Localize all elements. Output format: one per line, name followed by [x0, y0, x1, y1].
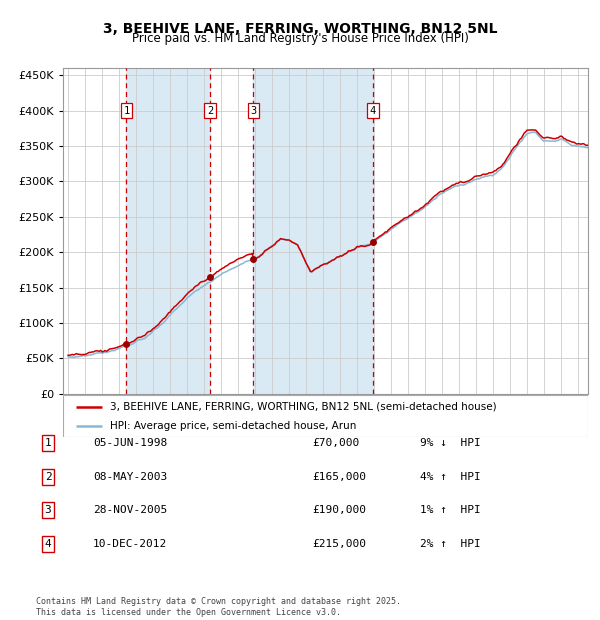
Text: £70,000: £70,000 — [312, 438, 359, 448]
Text: 1% ↑  HPI: 1% ↑ HPI — [420, 505, 481, 515]
Text: 3: 3 — [250, 105, 257, 116]
Text: 4% ↑  HPI: 4% ↑ HPI — [420, 472, 481, 482]
Text: 3, BEEHIVE LANE, FERRING, WORTHING, BN12 5NL (semi-detached house): 3, BEEHIVE LANE, FERRING, WORTHING, BN12… — [110, 402, 497, 412]
Bar — [253, 68, 373, 394]
Text: Contains HM Land Registry data © Crown copyright and database right 2025.
This d: Contains HM Land Registry data © Crown c… — [36, 598, 401, 617]
Text: 10-DEC-2012: 10-DEC-2012 — [93, 539, 167, 549]
Text: 2% ↑  HPI: 2% ↑ HPI — [420, 539, 481, 549]
Text: 3, BEEHIVE LANE, FERRING, WORTHING, BN12 5NL: 3, BEEHIVE LANE, FERRING, WORTHING, BN12… — [103, 22, 497, 36]
Text: HPI: Average price, semi-detached house, Arun: HPI: Average price, semi-detached house,… — [110, 421, 356, 431]
Text: £215,000: £215,000 — [312, 539, 366, 549]
Text: 4: 4 — [44, 539, 52, 549]
Text: Price paid vs. HM Land Registry's House Price Index (HPI): Price paid vs. HM Land Registry's House … — [131, 32, 469, 45]
Text: 1: 1 — [123, 105, 130, 116]
Text: 1: 1 — [44, 438, 52, 448]
Text: 2: 2 — [44, 472, 52, 482]
Text: 3: 3 — [44, 505, 52, 515]
Text: 28-NOV-2005: 28-NOV-2005 — [93, 505, 167, 515]
Text: 2: 2 — [207, 105, 213, 116]
Text: 05-JUN-1998: 05-JUN-1998 — [93, 438, 167, 448]
Text: 4: 4 — [370, 105, 376, 116]
Text: £165,000: £165,000 — [312, 472, 366, 482]
Text: 08-MAY-2003: 08-MAY-2003 — [93, 472, 167, 482]
Bar — [127, 68, 210, 394]
Text: 9% ↓  HPI: 9% ↓ HPI — [420, 438, 481, 448]
Text: £190,000: £190,000 — [312, 505, 366, 515]
